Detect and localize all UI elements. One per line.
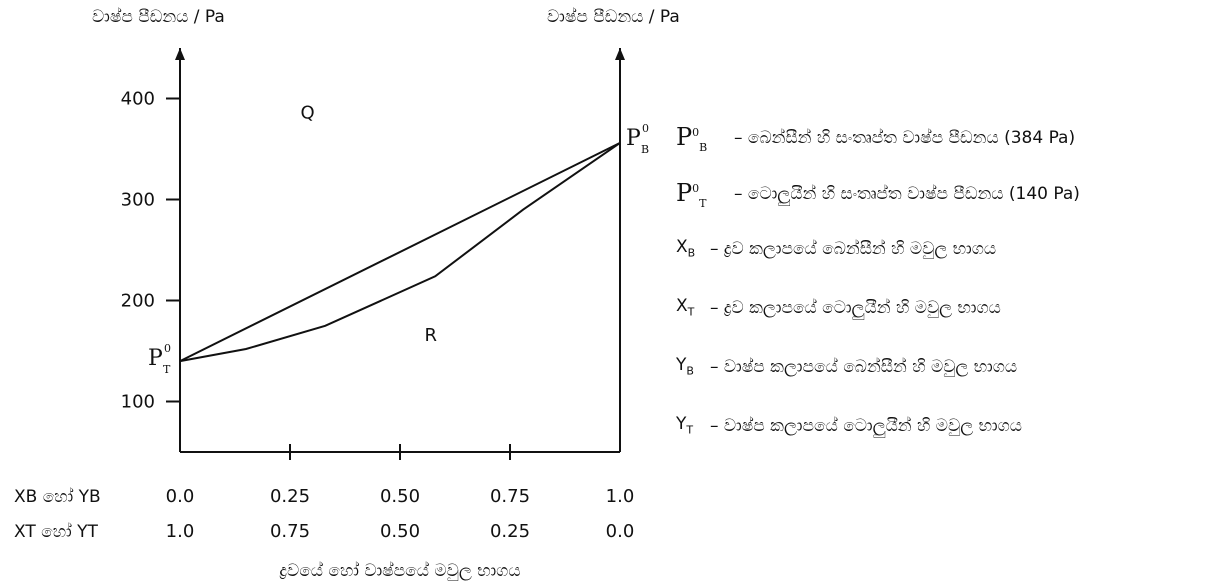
region-label: Q [301, 103, 315, 124]
x-tick-label-row2: 0.50 [380, 521, 420, 542]
x-tick-label-row1: 1.0 [606, 486, 635, 507]
x-tick-label-row2: 0.0 [606, 521, 635, 542]
y-tick-label: 300 [121, 190, 155, 211]
x-row1-label: XB හෝ YB [14, 487, 101, 507]
legend-text: – ද්‍රව කලාපයේ බෙන්සීන් හි මවුල භාගය [710, 238, 997, 259]
legend-item: YT – වාෂ්ප කලාපයේ ටොලුයීන් හි මවුල භාගය [676, 407, 1201, 444]
legend: P0B – බෙන්සීන් හි සංතෘප්ත වාෂ්ප පීඩනය (38… [676, 118, 1201, 466]
legend-text: – ද්‍රව කලාපයේ ටොලුයීන් හි මවුල භාගය [710, 297, 1001, 318]
x-tick-label-row2: 1.0 [166, 521, 195, 542]
legend-item: YB – වාෂ්ප කලාපයේ බෙන්සීන් හි මවුල භාගය [676, 348, 1201, 385]
y-tick-label: 100 [121, 392, 155, 413]
legend-item: XB – ද්‍රව කලාපයේ බෙන්සීන් හි මවුල භාගය [676, 230, 1201, 267]
point-label-subscript: T [163, 363, 171, 376]
legend-item: P0B – බෙන්සීන් හි සංතෘප්ත වාෂ්ප පීඩනය (38… [676, 118, 1201, 158]
x-tick-label-row1: 0.50 [380, 486, 420, 507]
x-row2-label: XT හෝ YT [14, 522, 98, 542]
legend-symbol: XB [676, 237, 696, 260]
point-label: P [626, 126, 641, 151]
legend-item: XT – ද්‍රව කලාපයේ ටොලුයීන් හි මවුල භාගය [676, 289, 1201, 326]
vapour-curve [179, 142, 621, 363]
y-tick-label: 200 [121, 291, 155, 312]
legend-item: P0T – ටොලුයීන් හි සංතෘප්ත වාෂ්ප පීඩනය (14… [676, 174, 1201, 214]
legend-text: – වාෂ්ප කලාපයේ ටොලුයීන් හි මවුල භාගය [710, 415, 1022, 436]
x-tick-label-row1: 0.75 [490, 486, 530, 507]
legend-text: – ටොලුයීන් හි සංතෘප්ත වාෂ්ප පීඩනය (140 P… [734, 184, 1080, 204]
y-tick-label: 400 [121, 89, 155, 110]
liquid-line [179, 142, 621, 362]
point-label: P [148, 346, 163, 371]
point-label-superscript: 0 [164, 342, 171, 355]
x-tick-label-row2: 0.75 [270, 521, 310, 542]
legend-symbol: YT [676, 414, 694, 437]
point-label-superscript: 0 [642, 122, 649, 135]
point-label-subscript: B [641, 143, 649, 156]
legend-symbol: P0T [676, 178, 707, 210]
legend-symbol: XT [676, 296, 695, 319]
legend-symbol: P0B [676, 122, 708, 154]
x-axis-title: ද්‍රවයේ හෝ වාෂ්පයේ මවුල භාගය [279, 561, 521, 581]
legend-text: – බෙන්සීන් හි සංතෘප්ත වාෂ්ප පීඩනය (384 P… [734, 128, 1076, 148]
x-tick-label-row1: 0.25 [270, 486, 310, 507]
legend-symbol: YB [676, 355, 694, 378]
legend-text: – වාෂ්ප කලාපයේ බෙන්සීන් හි මවුල භාගය [710, 356, 1018, 377]
x-tick-label-row1: 0.0 [166, 486, 195, 507]
y-axis-label-right: වාෂ්ප පීඩනය / Pa [547, 7, 680, 27]
region-label: R [425, 325, 438, 346]
y-axis-label-left: වාෂ්ප පීඩනය / Pa [92, 7, 225, 27]
x-tick-label-row2: 0.25 [490, 521, 530, 542]
